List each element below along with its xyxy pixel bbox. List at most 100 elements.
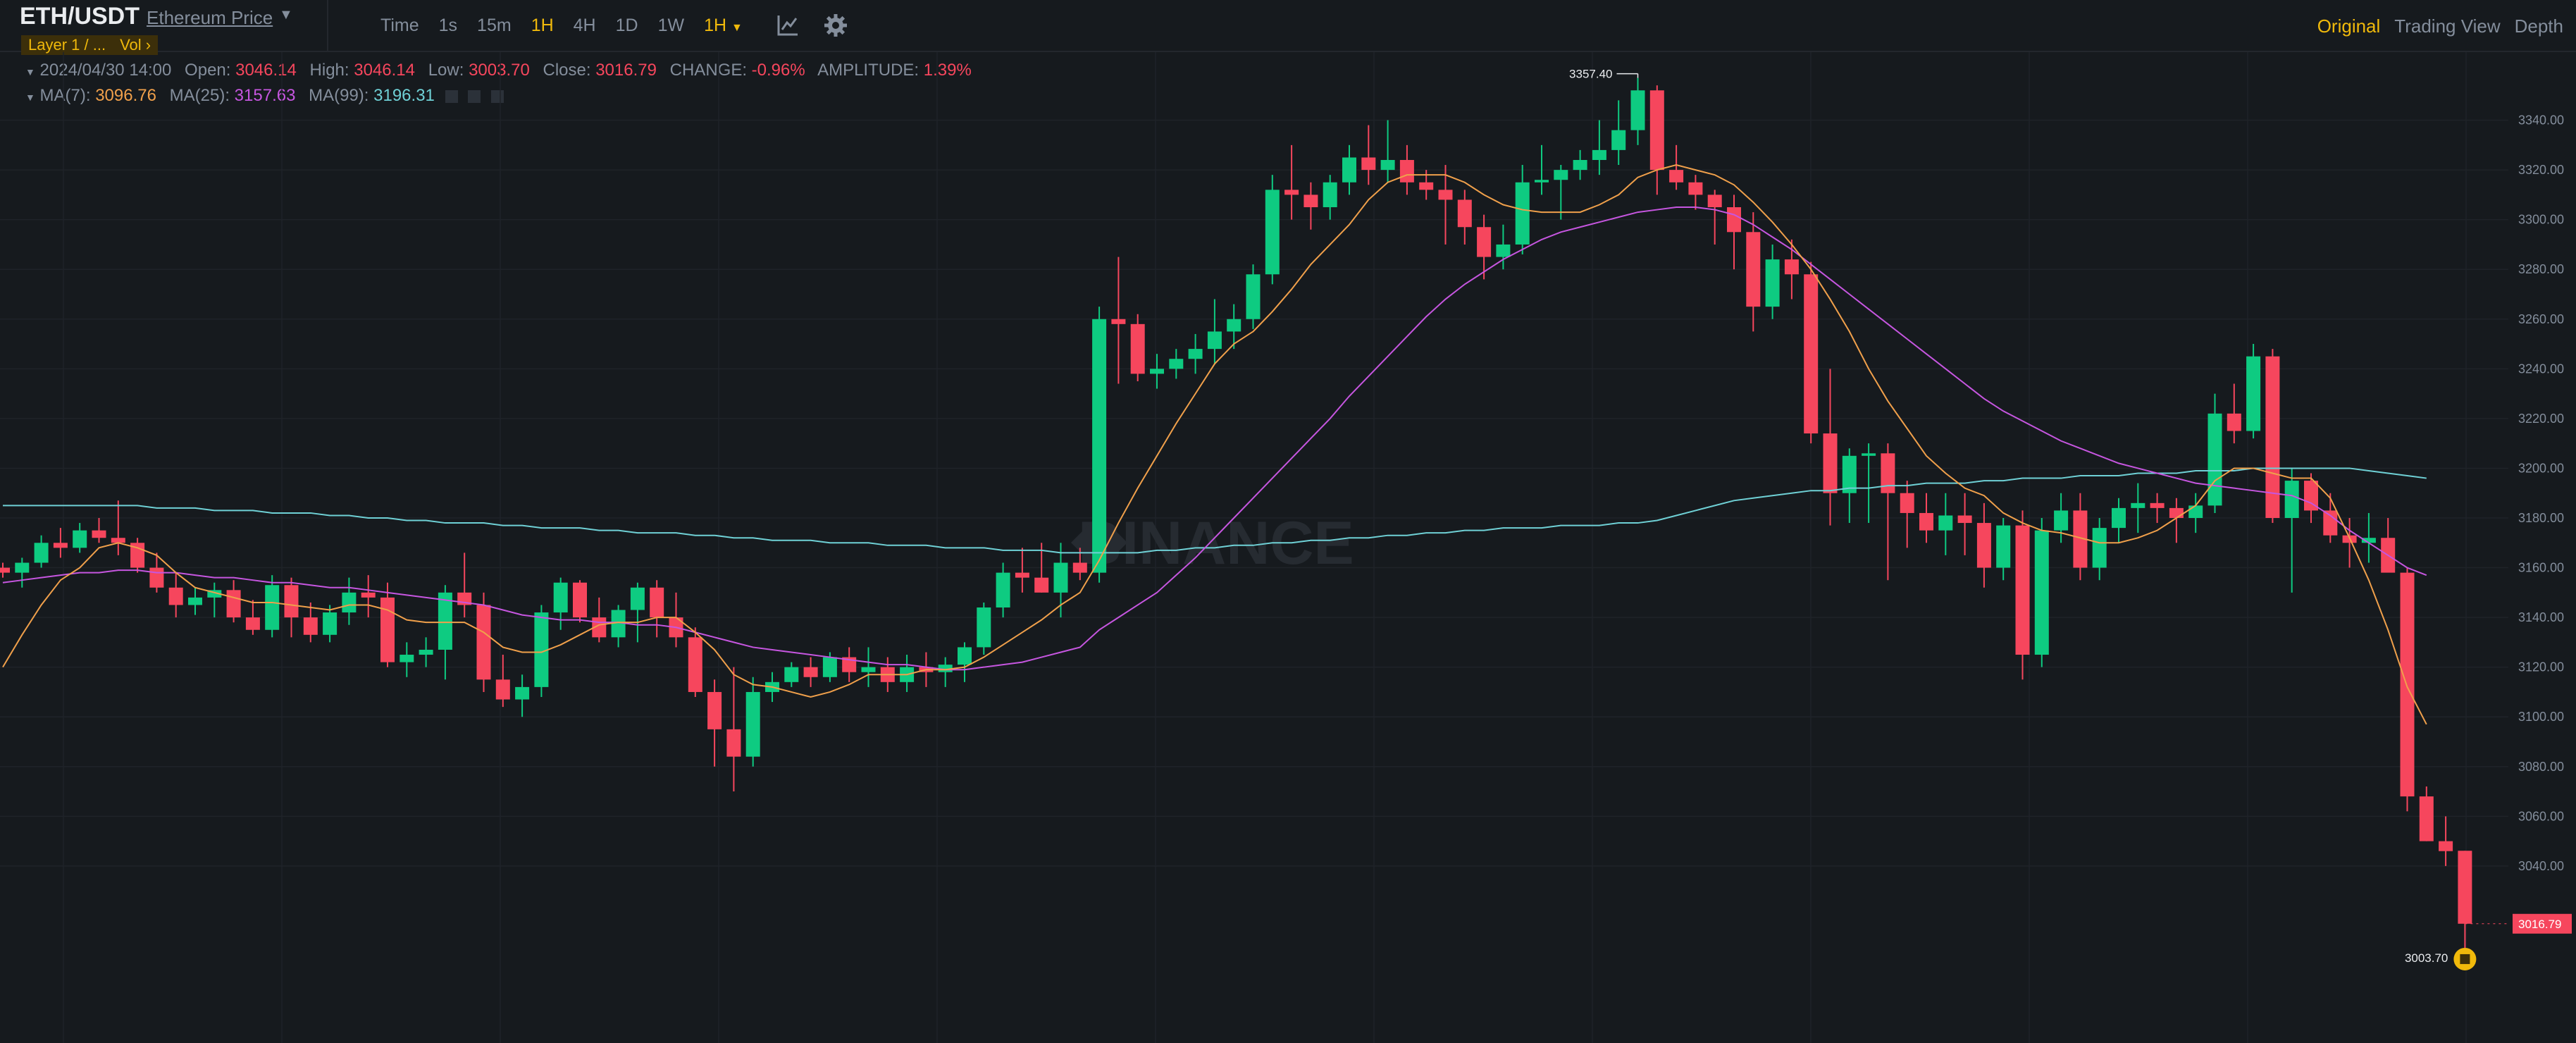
symbol-title[interactable]: ETH/USDT bbox=[20, 3, 140, 30]
candle-body bbox=[2246, 356, 2261, 431]
y-tick-label: 3140.00 bbox=[2518, 610, 2564, 624]
ma99-value: 3196.31 bbox=[373, 86, 435, 105]
collapse-caret-icon[interactable]: ▼ bbox=[25, 92, 35, 103]
candle-body bbox=[2092, 528, 2107, 568]
candle-body bbox=[1649, 90, 1664, 171]
candle-body bbox=[380, 597, 395, 662]
candle-body bbox=[1457, 199, 1472, 228]
candle-body bbox=[2419, 796, 2434, 841]
symbol-subtitle-link[interactable]: Ethereum Price bbox=[147, 7, 273, 28]
candle-body bbox=[2169, 507, 2184, 518]
interval-time[interactable]: Time bbox=[380, 16, 419, 35]
candle-body bbox=[1804, 274, 1819, 434]
candle-body bbox=[1688, 182, 1703, 195]
collapse-caret-icon[interactable]: ▼ bbox=[25, 66, 35, 78]
interval-4h[interactable]: 4H bbox=[573, 16, 596, 35]
ma25-line bbox=[2, 206, 2427, 671]
interval-more-dropdown[interactable]: 1H ▼ bbox=[704, 16, 743, 36]
candle-body bbox=[958, 647, 972, 665]
ma7-label: MA(7): bbox=[39, 86, 91, 105]
candle-body bbox=[1380, 160, 1395, 171]
candle-body bbox=[34, 543, 49, 563]
y-tick-label: 3340.00 bbox=[2518, 113, 2564, 128]
top-toolbar: ETH/USDT Ethereum Price ▼ Layer 1 / ... … bbox=[0, 0, 2576, 55]
candle-body bbox=[92, 530, 106, 538]
ma7-value: 3096.76 bbox=[95, 86, 156, 105]
y-tick-label: 3100.00 bbox=[2518, 710, 2564, 724]
ma7-line bbox=[2, 164, 2427, 725]
settings-gear-icon[interactable] bbox=[823, 13, 848, 38]
interval-1d[interactable]: 1D bbox=[615, 16, 638, 35]
chart-indicator-icon[interactable] bbox=[775, 13, 800, 38]
y-tick-label: 3180.00 bbox=[2518, 511, 2564, 525]
view-mode-tabs: Original Trading View Depth bbox=[2317, 16, 2563, 37]
y-tick-label: 3040.00 bbox=[2518, 859, 2564, 873]
tab-original[interactable]: Original bbox=[2317, 16, 2381, 37]
candle-body bbox=[2112, 507, 2126, 529]
candle-body bbox=[2284, 481, 2299, 518]
candle-body bbox=[784, 667, 799, 682]
y-tick-label: 3200.00 bbox=[2518, 461, 2564, 475]
change-label: CHANGE: bbox=[669, 61, 747, 80]
candle-body bbox=[111, 538, 125, 543]
y-tick-label: 3240.00 bbox=[2518, 362, 2564, 376]
candle-body bbox=[207, 590, 222, 598]
low-marker-badge-glyph bbox=[2460, 953, 2470, 964]
chevron-down-icon[interactable]: ▼ bbox=[279, 7, 293, 23]
candle-body bbox=[1361, 157, 1376, 171]
candle-body bbox=[1169, 359, 1184, 369]
candle-body bbox=[534, 612, 549, 687]
candle-body bbox=[745, 691, 760, 757]
y-tick-label: 3220.00 bbox=[2518, 412, 2564, 426]
candle-body bbox=[573, 582, 587, 618]
candle-body bbox=[1150, 369, 1164, 374]
tab-trading-view[interactable]: Trading View bbox=[2394, 16, 2501, 37]
candle-body bbox=[938, 665, 953, 672]
ma-settings-icon[interactable] bbox=[445, 90, 458, 103]
candle-body bbox=[1765, 259, 1780, 307]
candle-body bbox=[188, 597, 202, 605]
high-value: 3046.14 bbox=[354, 61, 416, 80]
candle-body bbox=[495, 679, 510, 700]
candle-body bbox=[515, 686, 530, 700]
y-tick-label: 3300.00 bbox=[2518, 213, 2564, 227]
ohlc-date: 2024/04/30 14:00 bbox=[39, 61, 172, 80]
candle-body bbox=[2034, 530, 2049, 655]
candle-body bbox=[1996, 525, 2011, 568]
candlestick-chart[interactable]: 3340.00 3320.00 3300.00 3280.00 3260.00 3240.… bbox=[0, 52, 2576, 1043]
ma99-line bbox=[3, 467, 2427, 554]
candle-body bbox=[2361, 538, 2376, 543]
last-price-tag bbox=[2513, 913, 2572, 934]
close-value: 3016.79 bbox=[595, 61, 657, 80]
tab-depth[interactable]: Depth bbox=[2514, 16, 2563, 37]
interval-more-label: 1H bbox=[704, 16, 727, 35]
interval-15m[interactable]: 15m bbox=[477, 16, 512, 35]
candle-body bbox=[1862, 453, 1876, 456]
candle-body bbox=[1611, 130, 1626, 150]
candle-body bbox=[861, 667, 876, 672]
candle-body bbox=[2054, 510, 2069, 531]
tag-category[interactable]: Layer 1 / ... bbox=[21, 35, 113, 55]
tag-volume[interactable]: Vol › bbox=[113, 35, 159, 55]
low-label: Low: bbox=[428, 61, 464, 80]
candle-body bbox=[1976, 523, 1991, 568]
candle-body bbox=[1746, 232, 1761, 307]
ohlc-legend: ▼ 2024/04/30 14:00 Open: 3046.14 High: 3… bbox=[25, 61, 972, 80]
candle-body bbox=[1938, 515, 1953, 531]
interval-1w[interactable]: 1W bbox=[657, 16, 685, 35]
candle-body bbox=[1900, 493, 1914, 513]
candle-body bbox=[2150, 502, 2165, 508]
interval-1s[interactable]: 1s bbox=[438, 16, 458, 35]
ma-visibility-icon[interactable] bbox=[468, 90, 481, 103]
candle-body bbox=[842, 657, 857, 672]
low-marker-label: 3003.70 bbox=[2405, 951, 2448, 965]
candle-body bbox=[1823, 433, 1838, 493]
candle-body bbox=[476, 605, 491, 680]
candle-body bbox=[1015, 572, 1029, 578]
candle-body bbox=[245, 617, 260, 630]
interval-1h[interactable]: 1H bbox=[531, 16, 554, 35]
candle-body bbox=[707, 691, 722, 729]
candle-body bbox=[400, 655, 414, 662]
candle-body bbox=[1072, 562, 1087, 573]
candle-body bbox=[996, 572, 1010, 607]
